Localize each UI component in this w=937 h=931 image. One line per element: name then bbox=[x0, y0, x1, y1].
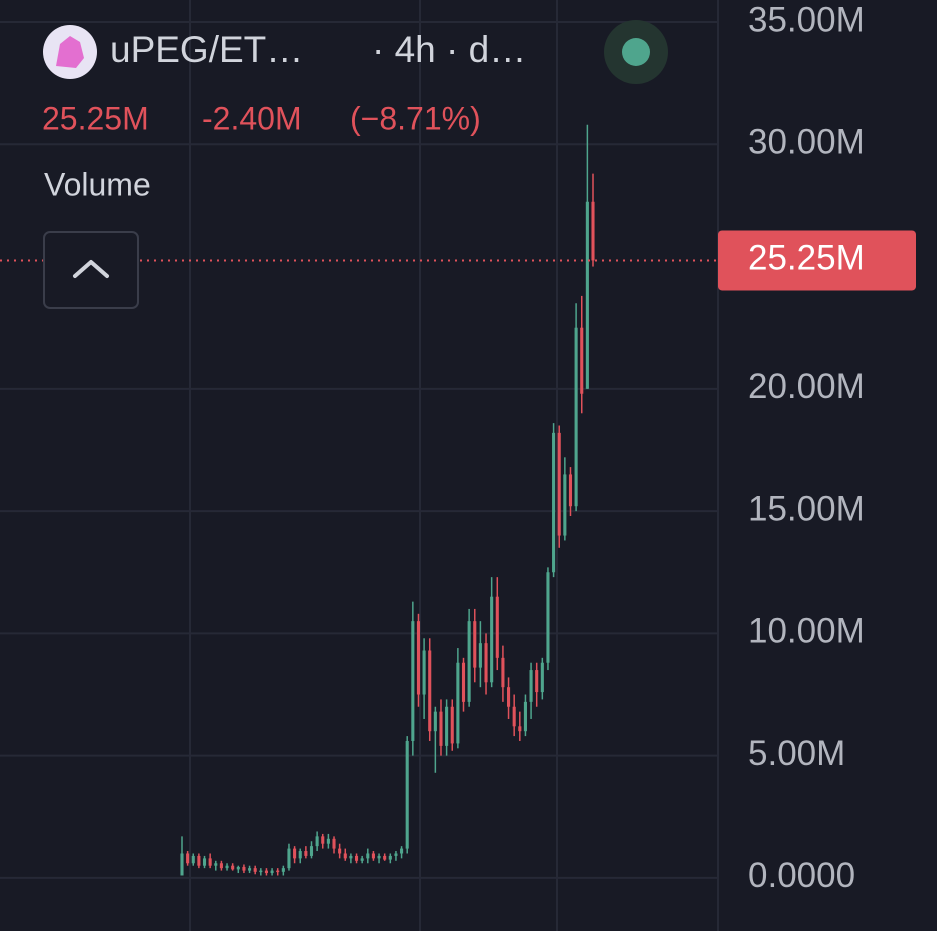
y-tick-label: 10.00M bbox=[748, 612, 865, 651]
candle-body bbox=[321, 836, 325, 844]
y-tick-label: 5.00M bbox=[748, 734, 845, 773]
candle-body bbox=[343, 853, 347, 859]
indicator-label: Volume bbox=[44, 166, 151, 202]
y-tick-label: 0.0000 bbox=[748, 856, 855, 895]
plot-area bbox=[0, 21, 718, 879]
candle-body bbox=[332, 838, 336, 849]
candle-body bbox=[557, 432, 561, 536]
candle-body bbox=[591, 201, 595, 261]
candle-body bbox=[400, 848, 404, 854]
candle-body bbox=[529, 670, 533, 702]
candle-body bbox=[580, 327, 584, 394]
candle-body bbox=[490, 596, 494, 683]
candle-body bbox=[523, 701, 527, 732]
candle-body bbox=[191, 855, 195, 864]
candle-body bbox=[202, 858, 207, 866]
candle-body bbox=[445, 706, 449, 746]
candle-body bbox=[456, 662, 460, 744]
candle-body bbox=[394, 853, 398, 856]
candle-body bbox=[416, 621, 421, 695]
status-dot bbox=[622, 38, 650, 66]
candle-body bbox=[281, 868, 285, 872]
candle-body bbox=[501, 657, 505, 688]
candle-body bbox=[473, 621, 477, 668]
y-tick-label: 15.00M bbox=[748, 489, 865, 528]
candle-body bbox=[450, 706, 454, 744]
candle-body bbox=[563, 474, 567, 536]
candle-body bbox=[225, 865, 229, 869]
y-tick-label: 20.00M bbox=[748, 367, 865, 406]
candle-body bbox=[518, 726, 522, 732]
candle-body bbox=[180, 853, 184, 876]
candle-body bbox=[428, 650, 432, 732]
last-price-tag bbox=[718, 230, 916, 291]
candle-body bbox=[484, 643, 488, 683]
candle-body bbox=[535, 670, 539, 693]
candle-body bbox=[467, 621, 471, 702]
candle-body bbox=[242, 866, 246, 871]
candle-body bbox=[546, 572, 550, 663]
candle-body bbox=[360, 858, 364, 861]
candle-body bbox=[293, 848, 297, 859]
candle-body bbox=[411, 621, 415, 741]
candle-body bbox=[540, 662, 544, 693]
y-tick-label: 30.00M bbox=[748, 123, 865, 162]
last-price: 25.25M bbox=[42, 100, 149, 136]
candle-body bbox=[197, 855, 201, 866]
chevron-up-icon bbox=[73, 260, 109, 278]
candle-body bbox=[552, 432, 556, 573]
candle-body bbox=[304, 851, 308, 856]
collapse-button[interactable] bbox=[43, 231, 139, 309]
candle-body bbox=[388, 855, 392, 860]
candle-body bbox=[585, 201, 589, 389]
candle-body bbox=[383, 855, 387, 860]
token-logo-art bbox=[56, 36, 84, 68]
candle-body bbox=[354, 855, 359, 861]
candle-body bbox=[495, 596, 499, 658]
candle-body bbox=[506, 687, 511, 707]
candle-body bbox=[253, 868, 257, 872]
y-tick-label: 35.00M bbox=[748, 0, 865, 39]
candle-body bbox=[568, 474, 573, 507]
candle-body bbox=[264, 870, 269, 874]
candle-body bbox=[231, 865, 235, 870]
candle-body bbox=[315, 836, 319, 847]
header: uPEG/ET… · 4h · d… 25.25M -2.40M (−8.71%… bbox=[42, 20, 668, 309]
candle-body bbox=[366, 853, 370, 859]
symbol-title: uPEG/ET… bbox=[110, 29, 303, 70]
candle-body bbox=[478, 643, 482, 668]
candle-body bbox=[326, 838, 330, 844]
candle-body bbox=[422, 650, 426, 695]
candle-body bbox=[270, 870, 274, 874]
candle-body bbox=[298, 851, 302, 859]
candle-body bbox=[377, 855, 381, 859]
candle-body bbox=[439, 711, 443, 746]
last-price-tag-label: 25.25M bbox=[748, 239, 865, 278]
candle-body bbox=[338, 848, 342, 854]
candle-body bbox=[276, 870, 280, 873]
price-change: -2.40M bbox=[202, 100, 302, 136]
candle-body bbox=[349, 855, 353, 859]
candle-body bbox=[371, 853, 375, 859]
candle-body bbox=[287, 848, 291, 869]
candle-body bbox=[208, 858, 212, 866]
candle-body bbox=[236, 866, 240, 870]
grid bbox=[189, 0, 719, 931]
candle-body bbox=[512, 706, 516, 727]
interval-label: · 4h · d… bbox=[372, 29, 526, 70]
candle-body bbox=[259, 870, 263, 873]
candle-body bbox=[248, 868, 252, 871]
candle-body bbox=[186, 853, 190, 864]
candle-body bbox=[214, 863, 218, 866]
candle-body bbox=[433, 711, 437, 732]
candle-body bbox=[405, 740, 409, 849]
price-change-percent: (−8.71%) bbox=[350, 100, 481, 136]
candle-body bbox=[461, 662, 466, 702]
candle-body bbox=[574, 327, 578, 507]
candle-body bbox=[219, 863, 223, 869]
candle-body bbox=[309, 846, 314, 856]
